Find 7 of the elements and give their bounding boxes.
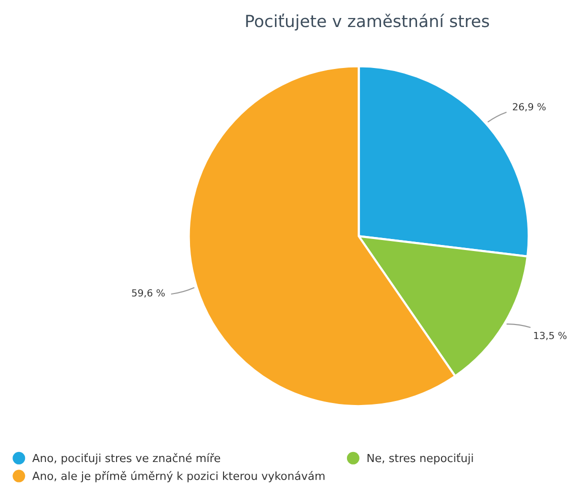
legend-label: Ano, pociťuji stres ve značné míře	[32, 453, 220, 464]
data-label: 26,9 %	[512, 103, 546, 112]
legend-label: Ano, ale je přímě úměrný k pozici kterou vykonávám	[32, 471, 324, 482]
legend-label: Ne, stres nepociťuji	[368, 453, 473, 464]
data-label: 13,5 %	[534, 332, 567, 340]
chart-title: Pociťujete v zaměstnání stres	[246, 14, 489, 31]
data-label: 59,6 %	[132, 289, 165, 298]
